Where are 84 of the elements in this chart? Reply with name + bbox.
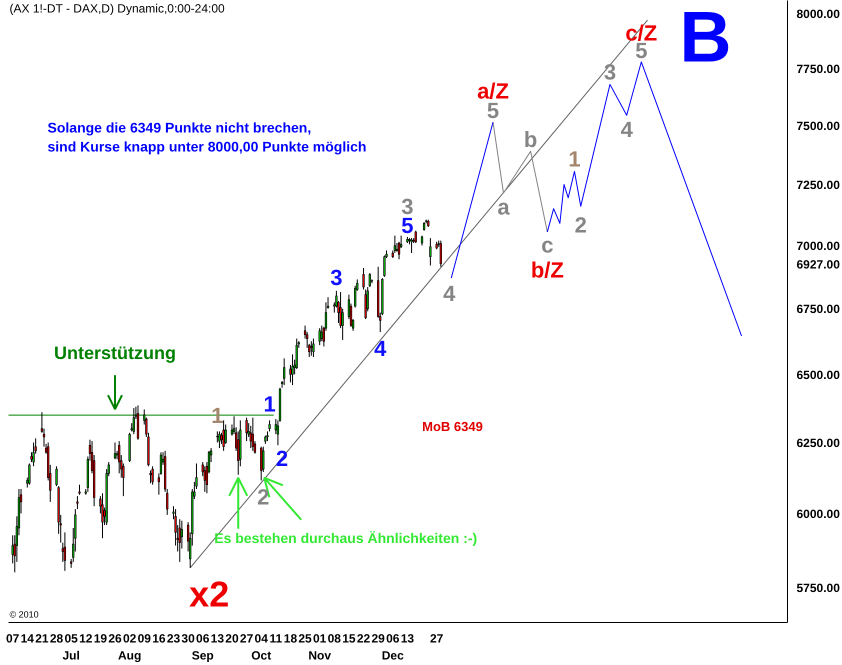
x-tick-label: 13 [210, 632, 224, 646]
annotation: 2 [574, 212, 587, 238]
annotation: 4 [374, 336, 388, 362]
candlestick [310, 340, 312, 356]
y-tick-label: 5750.00 [796, 580, 840, 595]
x-tick-label: 13 [400, 632, 414, 646]
candlestick [414, 230, 417, 244]
annotation: 4 [443, 281, 456, 306]
annotation: 4 [620, 117, 634, 142]
candlestick [268, 420, 271, 432]
y-tick-label: 7750.00 [796, 62, 840, 76]
x-tick-label: 23 [166, 632, 180, 646]
candlestick [222, 420, 225, 452]
y-tick-label: 6750.00 [796, 302, 840, 316]
y-tick-label: 7500.00 [796, 119, 840, 134]
candlestick [32, 442, 35, 467]
candlestick [420, 235, 424, 246]
x-tick-label: 27 [430, 632, 444, 646]
candlestick [394, 235, 396, 254]
candlestick [362, 268, 365, 290]
candlestick [429, 238, 432, 266]
x-tick-label: 07 [6, 632, 20, 646]
candlestick [260, 446, 262, 481]
candlestick [64, 532, 66, 572]
candlestick [440, 240, 442, 268]
candlestick [78, 484, 81, 496]
annotation: b [524, 126, 538, 152]
x-tick-label: 15 [342, 632, 356, 646]
y-tick-label: 6000.00 [796, 506, 840, 521]
line-series [492, 122, 548, 232]
annotation: a [497, 194, 510, 220]
y-tick-label: 7000.00 [796, 239, 840, 254]
candlestick [30, 452, 33, 463]
y-tick-label: 6500.00 [796, 368, 840, 382]
x-tick-label: 19 [94, 632, 108, 646]
chart-title: (AX 1!-DT - DAX,D) Dynamic,0:00-24:00 [10, 2, 226, 16]
annotation: 3 [330, 264, 343, 290]
annotation: 3 [604, 59, 616, 84]
candlestick [220, 432, 223, 444]
candlestick [283, 358, 286, 386]
annotation: 1 [568, 146, 581, 172]
x-tick-label: 28 [50, 632, 64, 646]
annotation: 3 [401, 194, 414, 219]
candlestick [410, 238, 413, 254]
candlestick [266, 430, 269, 442]
x-tick-label: 20 [225, 632, 239, 646]
candlestick [368, 272, 371, 288]
annotation: b/Z [530, 257, 564, 282]
annotation: © 2010 [10, 610, 39, 620]
annotation: 1 [263, 391, 276, 416]
candlestick [149, 470, 152, 484]
candlestick [318, 328, 321, 346]
annotation: Unterstützung [54, 343, 176, 364]
annotation: B [680, 0, 732, 78]
candlestick [364, 289, 367, 320]
annotation: Solange die 6349 Punkte nicht brechen, sind Kurse knapp unter 8000,00 Punkte möglich [48, 120, 366, 155]
x-tick-label: 25 [298, 632, 312, 646]
candlestick [118, 440, 120, 474]
y-tick-label: 7250.00 [796, 178, 840, 192]
candlestick [178, 518, 181, 562]
y-tick-label: 6927.00 [796, 257, 840, 272]
x-tick-label: 27 [240, 632, 254, 646]
x-tick-label: 22 [356, 632, 371, 646]
candlestick [204, 466, 206, 492]
candlestick [76, 496, 79, 510]
y-tick-label: 6250.00 [796, 436, 840, 450]
annotation: c [541, 232, 554, 258]
x-tick-label: 18 [284, 632, 298, 646]
annotation: Es bestehen durchaus Ähnlichkeiten :-) [214, 530, 478, 546]
x-tick-label: 05 Jul [62, 632, 80, 662]
x-tick-label: 14 [20, 632, 34, 646]
candlestick [252, 417, 254, 452]
x-tick-label: 12 [79, 632, 93, 646]
x-tick-label: 16 [152, 632, 166, 646]
x-tick-label: 26 [108, 632, 122, 646]
y-tick-label: 8000.00 [796, 6, 840, 21]
candlestick [218, 430, 221, 449]
x-tick-label: 21 [35, 632, 49, 646]
annotation: x2 [189, 573, 230, 614]
candlestick [132, 408, 135, 435]
x-tick-label: 08 [328, 632, 342, 646]
annotation: MoB 6349 [422, 419, 483, 434]
x-tick-label: 09 [138, 632, 152, 646]
x-tick-label: 11 [269, 632, 282, 646]
